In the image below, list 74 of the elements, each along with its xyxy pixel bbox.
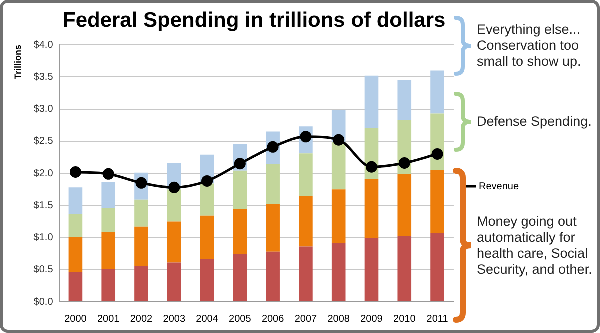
- x-tick-label: 2005: [229, 314, 252, 325]
- bar: [398, 80, 412, 120]
- bar: [364, 76, 379, 129]
- x-tick-label: 2008: [328, 314, 350, 325]
- bar: [102, 232, 116, 270]
- x-tick-label: 2009: [360, 314, 384, 325]
- point: [432, 148, 444, 160]
- bar: [102, 182, 116, 208]
- text: Defense Spending.: [477, 114, 593, 130]
- bar: [134, 266, 148, 302]
- point: [168, 182, 180, 194]
- point: [102, 168, 114, 180]
- bar: [430, 233, 444, 302]
- bar: [266, 164, 280, 204]
- y-tick-label: $4.0: [34, 40, 54, 51]
- bar: [332, 244, 346, 302]
- chart-title: Federal Spending in trillions of dollars: [63, 9, 446, 33]
- x-tick-label: 2002: [130, 314, 154, 325]
- x-tick-label: 2011: [426, 314, 449, 325]
- bar: [332, 142, 346, 190]
- bar: [134, 200, 148, 227]
- y-axis-title: Trillions: [12, 45, 23, 80]
- x-tick-label: 2003: [163, 314, 186, 325]
- x-tick-label: 2010: [394, 314, 416, 325]
- bar: [364, 179, 379, 238]
- bar: [68, 214, 83, 238]
- point: [398, 157, 410, 169]
- text: Money going out automatically for health care, Social Security, and other.: [477, 214, 593, 278]
- y-tick-label: $2.5: [34, 136, 54, 148]
- bar: [398, 174, 412, 236]
- y-tick-label: $3.0: [34, 104, 54, 115]
- bar: [134, 226, 148, 266]
- bar: [167, 262, 182, 302]
- bar: [332, 190, 346, 244]
- bar: [266, 204, 280, 252]
- y-tick-label: $0.0: [34, 296, 54, 308]
- bar: [430, 170, 444, 234]
- x-tick-label: 2000: [64, 314, 88, 325]
- bar: [430, 70, 444, 114]
- x-tick-label: 2001: [97, 314, 120, 325]
- point: [202, 175, 214, 187]
- y-tick-label: $2.0: [34, 168, 54, 180]
- y-tick-label: $3.5: [34, 72, 54, 83]
- bar: [102, 208, 116, 232]
- bar: [299, 246, 313, 302]
- y-tick-label: $0.5: [34, 264, 54, 276]
- bar: [299, 154, 313, 196]
- bar: [200, 216, 214, 259]
- bar: [200, 184, 214, 216]
- point: [234, 158, 246, 170]
- bar: [233, 209, 248, 254]
- bar: [364, 238, 379, 302]
- point: [70, 166, 82, 178]
- legend-label: Revenue: [478, 181, 520, 192]
- y-tick-label: $1.0: [34, 232, 54, 244]
- bar: [200, 258, 214, 302]
- x-tick-label: 2007: [294, 314, 318, 325]
- y-tick-label: $1.5: [34, 200, 54, 212]
- bar: [167, 190, 182, 222]
- point: [333, 134, 345, 146]
- bar: [266, 252, 280, 302]
- text: Everything else... Conservation too small to show up.: [477, 22, 582, 70]
- bar: [68, 237, 83, 272]
- bar: [398, 236, 412, 302]
- bar: [68, 188, 83, 214]
- x-tick-label: 2004: [196, 314, 219, 325]
- bar: [102, 269, 116, 302]
- bar: [233, 254, 248, 302]
- x-tick-label: 2006: [262, 314, 285, 325]
- point: [366, 161, 378, 173]
- bar: [68, 272, 83, 302]
- bar: [167, 222, 182, 263]
- bar: [233, 170, 248, 210]
- bar: [299, 196, 313, 247]
